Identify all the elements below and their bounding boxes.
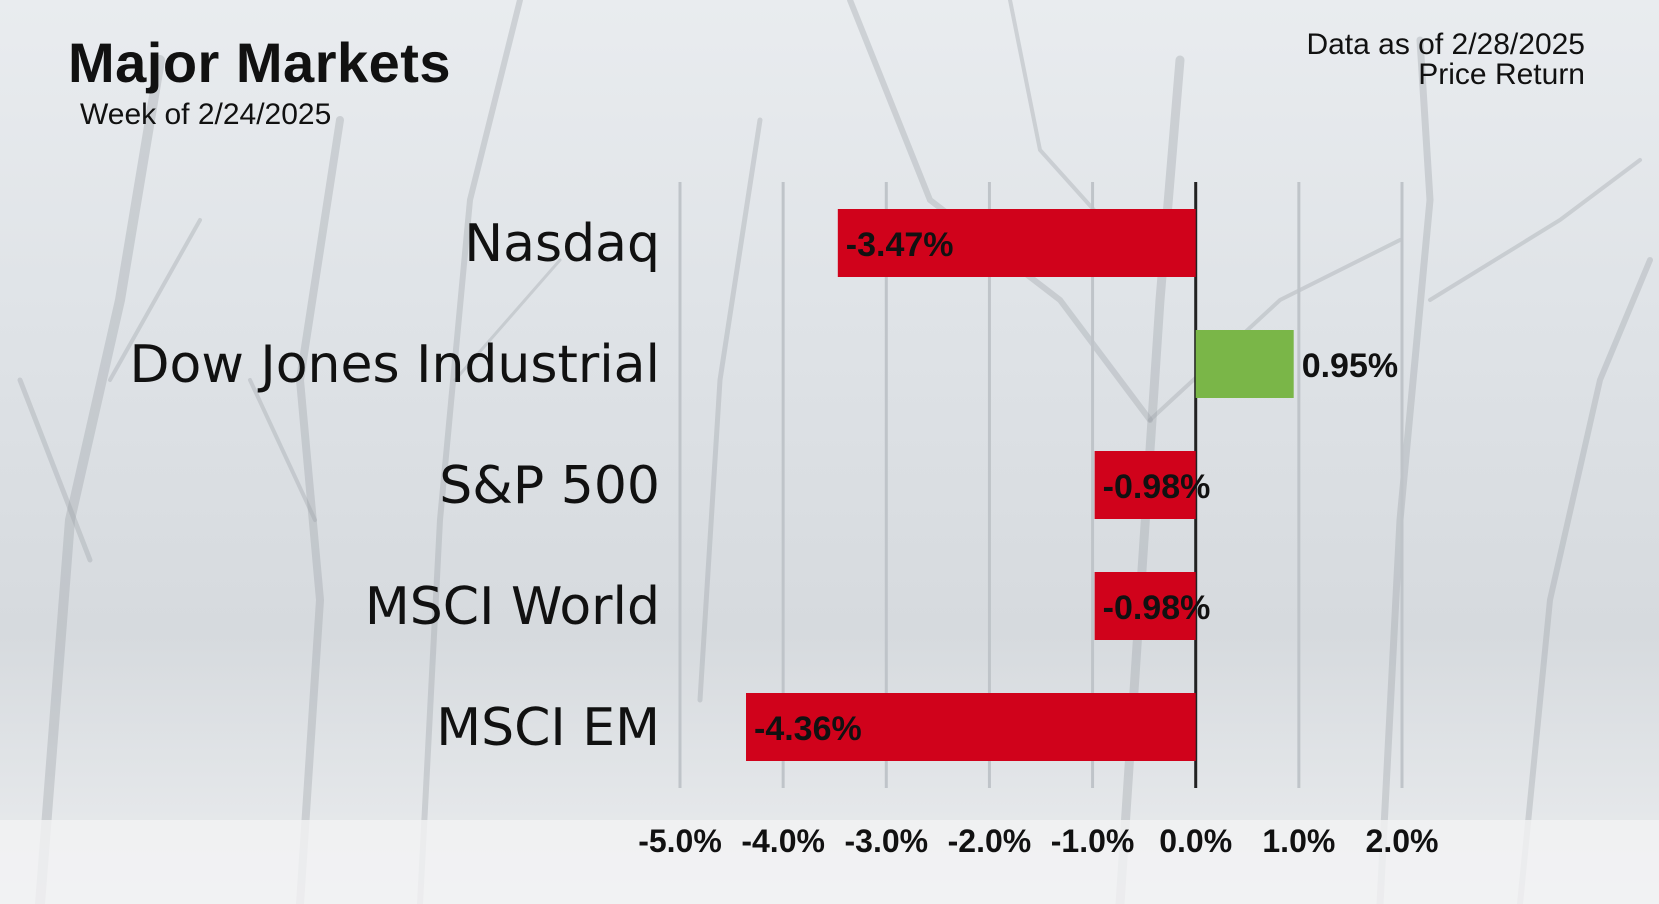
data-as-of: Data as of 2/28/2025 <box>1306 28 1585 61</box>
category-label: MSCI EM <box>436 698 660 758</box>
price-return-label: Price Return <box>1418 58 1585 91</box>
category-label: S&P 500 <box>439 456 660 516</box>
chart-title: Major Markets <box>68 31 452 94</box>
data-label: -4.36% <box>754 710 862 748</box>
x-tick-label: 1.0% <box>1262 823 1335 859</box>
gridlines <box>678 182 1404 788</box>
category-label: MSCI World <box>365 577 660 637</box>
category-label: Nasdaq <box>464 214 660 274</box>
bar <box>837 209 1196 277</box>
bar <box>1094 572 1196 640</box>
data-label: -0.98% <box>1103 468 1211 506</box>
x-tick-label: -2.0% <box>948 823 1032 859</box>
x-tick-label: 0.0% <box>1159 823 1232 859</box>
data-label: -3.47% <box>846 226 954 264</box>
bar <box>1195 330 1294 398</box>
data-note: Data as of 2/28/2025 Price Return <box>1306 30 1585 90</box>
x-tick-label: 2.0% <box>1366 823 1439 859</box>
x-tick-label: -4.0% <box>741 823 825 859</box>
bar <box>746 693 1196 761</box>
x-tick-label: -5.0% <box>638 823 722 859</box>
category-labels: Nasdaq Dow Jones Industrial S&P 500 MSCI Wo… <box>129 214 660 758</box>
data-label: -0.98% <box>1103 589 1211 627</box>
chart-subtitle: Week of 2/24/2025 <box>80 98 332 131</box>
x-axis-tick-labels: -5.0% -4.0% -3.0% -2.0% -1.0% 0.0% 1.0% 2.0% <box>638 823 1438 859</box>
value-labels: -3.47% 0.95% -0.98% -0.98% -4.36% <box>754 226 1398 748</box>
x-tick-label: -1.0% <box>1051 823 1135 859</box>
bars <box>746 209 1294 761</box>
bar <box>1094 451 1196 519</box>
data-label: 0.95% <box>1302 347 1398 385</box>
category-label: Dow Jones Industrial <box>129 335 660 395</box>
x-tick-label: -3.0% <box>844 823 928 859</box>
